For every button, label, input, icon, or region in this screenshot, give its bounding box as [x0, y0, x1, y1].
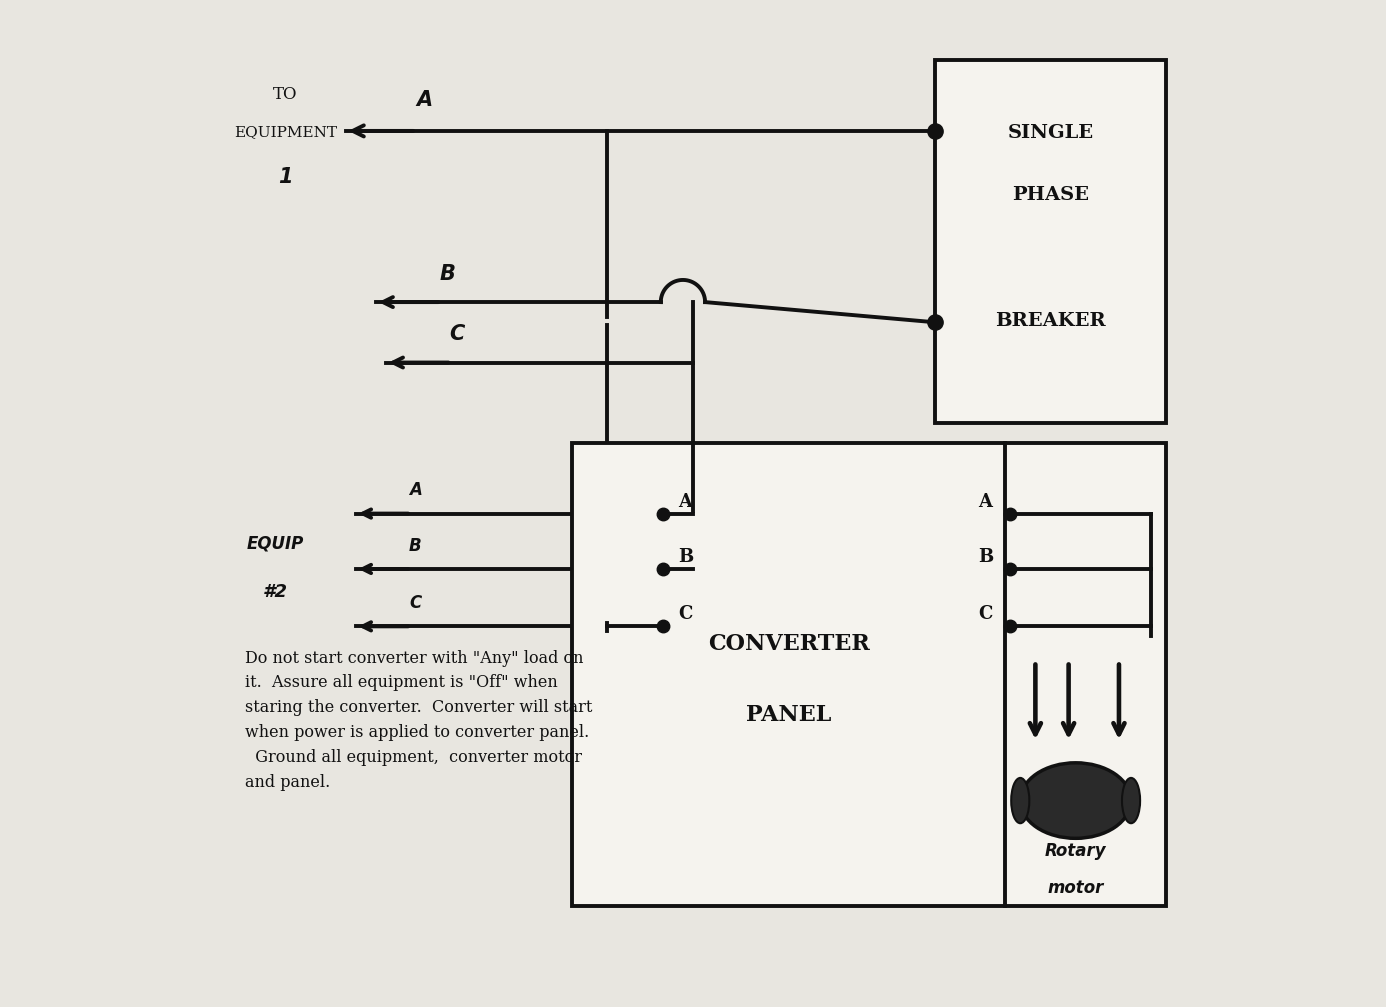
Ellipse shape — [1123, 777, 1141, 824]
Text: CONVERTER: CONVERTER — [708, 633, 869, 656]
Text: Rotary: Rotary — [1045, 842, 1106, 860]
Text: A: A — [979, 492, 992, 511]
Text: motor: motor — [1048, 879, 1103, 897]
Text: C: C — [979, 605, 992, 623]
Text: B: B — [678, 548, 693, 566]
Text: A: A — [409, 481, 421, 499]
Bar — [934, 60, 1166, 423]
Ellipse shape — [1012, 777, 1030, 824]
Text: TO: TO — [273, 86, 298, 103]
Text: C: C — [409, 594, 421, 612]
Text: PANEL: PANEL — [746, 704, 832, 726]
Text: B: B — [979, 548, 994, 566]
Text: A: A — [416, 90, 432, 110]
Text: SINGLE: SINGLE — [1008, 124, 1094, 142]
Text: C: C — [449, 324, 464, 344]
Bar — [572, 443, 1166, 906]
Text: BREAKER: BREAKER — [995, 312, 1106, 330]
Text: C: C — [678, 605, 692, 623]
Text: 1: 1 — [279, 167, 292, 187]
Text: EQUIPMENT: EQUIPMENT — [234, 125, 337, 139]
Text: #2: #2 — [262, 583, 288, 601]
Text: A: A — [678, 492, 692, 511]
Ellipse shape — [1020, 763, 1131, 838]
Text: EQUIP: EQUIP — [247, 535, 304, 553]
Text: PHASE: PHASE — [1012, 185, 1089, 203]
Text: B: B — [409, 537, 421, 555]
Text: Do not start converter with "Any" load on
it.  Assure all equipment is "Off" whe: Do not start converter with "Any" load o… — [245, 650, 592, 790]
Text: B: B — [439, 264, 455, 284]
